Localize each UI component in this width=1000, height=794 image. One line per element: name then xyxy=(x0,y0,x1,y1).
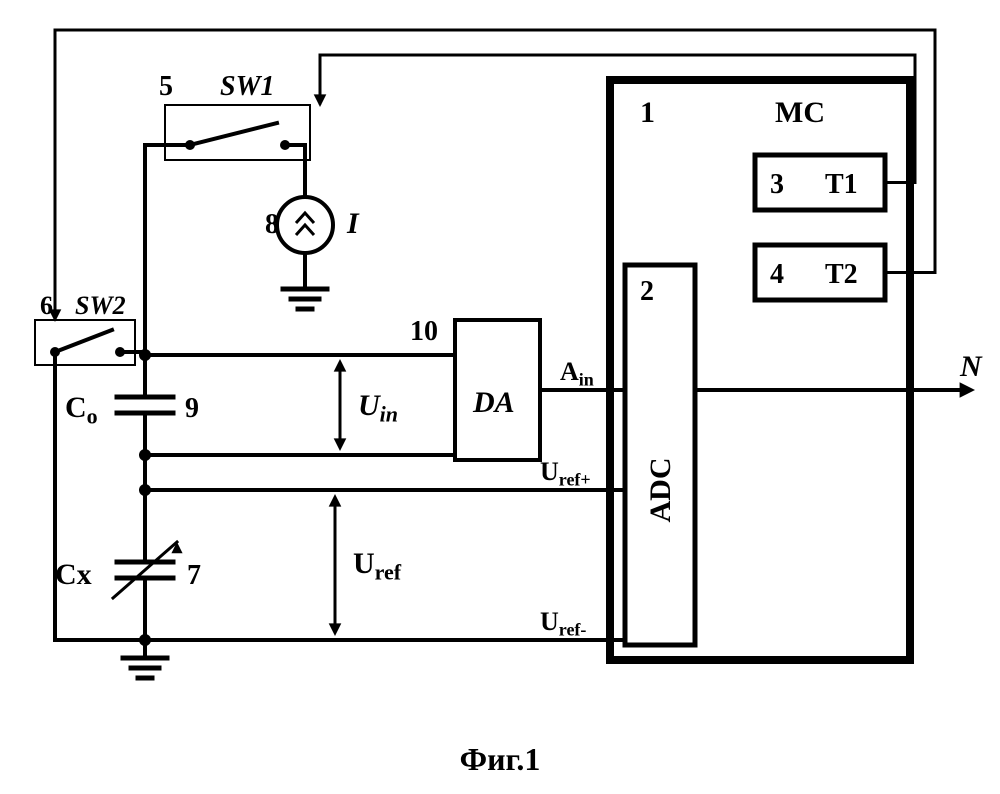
sw2-num-label: 6 xyxy=(40,291,53,320)
adc-name-label: ADC xyxy=(644,458,677,523)
t2-name-label: T2 xyxy=(825,259,858,290)
sw2-name-label: SW2 xyxy=(75,291,126,320)
figure-caption: Фиг.1 xyxy=(460,741,541,777)
ain-label: Ain xyxy=(560,357,594,390)
co-num-label: 9 xyxy=(185,393,199,424)
t1-num-label: 3 xyxy=(770,169,784,200)
da-num-label: 10 xyxy=(410,316,438,347)
urefminus-label: Uref- xyxy=(540,607,586,640)
co-name-label: Co xyxy=(65,391,98,429)
adc-num-label: 2 xyxy=(640,276,654,307)
isrc-num-label: 8 xyxy=(265,209,279,240)
t2-num-label: 4 xyxy=(770,259,784,290)
t1-name-label: T1 xyxy=(825,169,858,200)
urefplus-label: Uref+ xyxy=(540,457,591,490)
mc-num-label: 1 xyxy=(640,96,655,129)
sw1-num-label: 5 xyxy=(159,71,173,102)
uin-label: Uin xyxy=(358,389,398,427)
isrc-name-label: I xyxy=(346,207,360,240)
n-output-label: N xyxy=(959,350,983,383)
da-name-label: DA xyxy=(472,386,515,419)
sw1-name-label: SW1 xyxy=(220,71,274,102)
mc-name-label: MC xyxy=(775,96,825,129)
cx-num-label: 7 xyxy=(187,560,201,591)
cx-name-label: Cx xyxy=(55,558,92,591)
uref-label: Uref xyxy=(353,547,402,585)
